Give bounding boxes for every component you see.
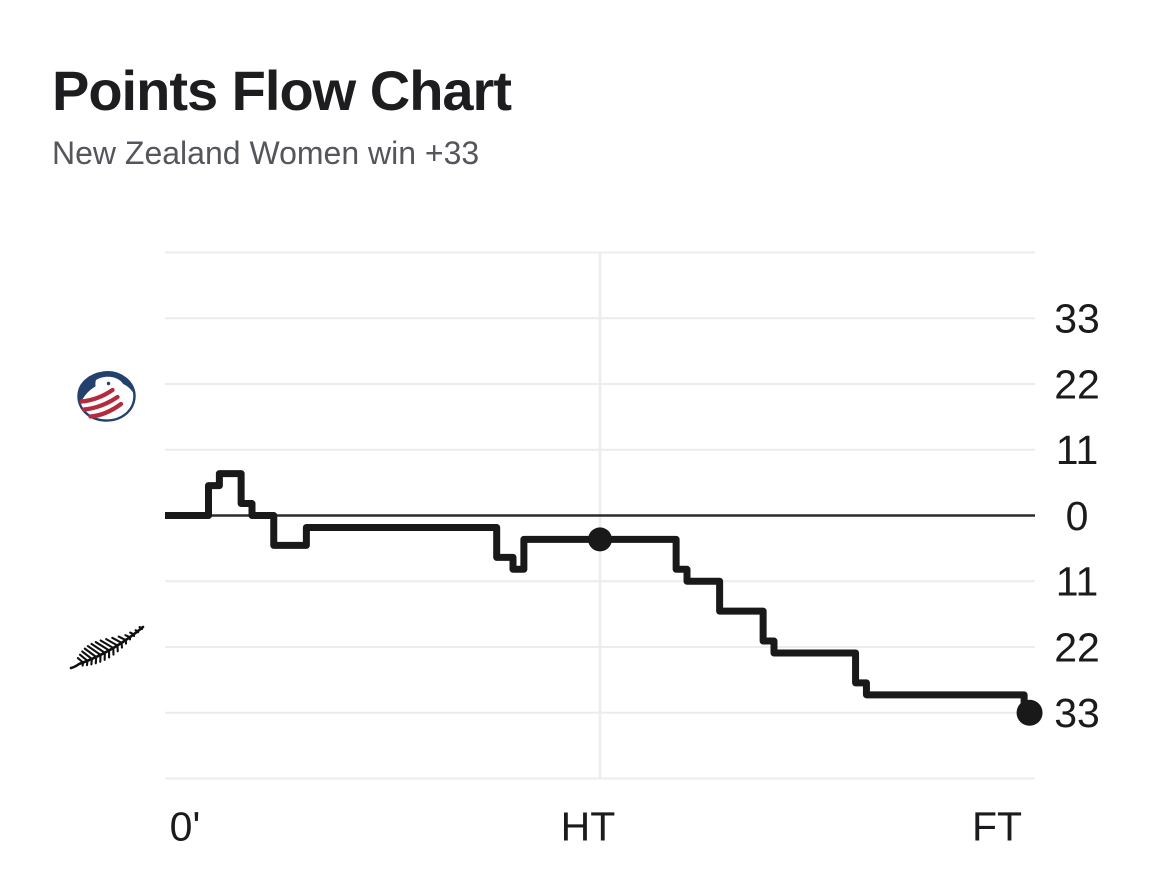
usa-eagle-head xyxy=(95,376,126,396)
fern-leaflet xyxy=(86,645,102,656)
fern-leaflet xyxy=(90,642,106,654)
fern-leaflet xyxy=(78,653,89,662)
fern-leaflet xyxy=(90,657,93,666)
chart-title: Points Flow Chart xyxy=(52,59,512,122)
y-axis-label: 0 xyxy=(1066,493,1089,539)
x-axis-label: 0' xyxy=(170,803,201,849)
usa-eagle-eye xyxy=(106,381,111,386)
fern-leaflet xyxy=(94,641,111,652)
fern-leaflet xyxy=(111,636,123,644)
fulltime-score-dot xyxy=(1016,699,1043,726)
y-axis-label: 33 xyxy=(1054,296,1100,342)
y-axis-label: 11 xyxy=(1056,559,1099,605)
y-axis-label: 22 xyxy=(1054,624,1100,670)
nz-silver-fern-logo xyxy=(69,625,145,670)
usa-red-stripe-1 xyxy=(79,387,115,404)
axis-labels: 33 22 11 0 11 22 33 0' HT FT xyxy=(170,296,1100,850)
x-axis-label: FT xyxy=(972,803,1022,849)
halftime-score-dot xyxy=(588,527,612,552)
fern-leaflet xyxy=(76,657,85,664)
x-axis-label: HT xyxy=(561,803,616,849)
points-flow-line xyxy=(165,470,1030,717)
fern-leaflet xyxy=(99,639,115,650)
chart-subtitle: New Zealand Women win +33 xyxy=(52,134,480,171)
gridlines xyxy=(165,251,1035,780)
fern-leaflet xyxy=(105,638,119,647)
fern-leaflet xyxy=(117,635,127,642)
score-flow-series xyxy=(165,470,1043,726)
usa-red-stripe-2 xyxy=(81,394,120,412)
fern-leaflet xyxy=(85,659,89,667)
y-axis-label: 22 xyxy=(1054,361,1100,407)
usa-red-stripe-3 xyxy=(88,401,124,419)
fern-leaflet xyxy=(81,650,93,660)
fern-leaflet xyxy=(83,647,98,659)
usa-rugby-eagle-logo xyxy=(77,371,136,422)
chart-header: Points Flow Chart New Zealand Women win … xyxy=(52,59,512,172)
y-axis-label: 11 xyxy=(1056,427,1099,473)
y-axis-label: 33 xyxy=(1054,690,1100,736)
